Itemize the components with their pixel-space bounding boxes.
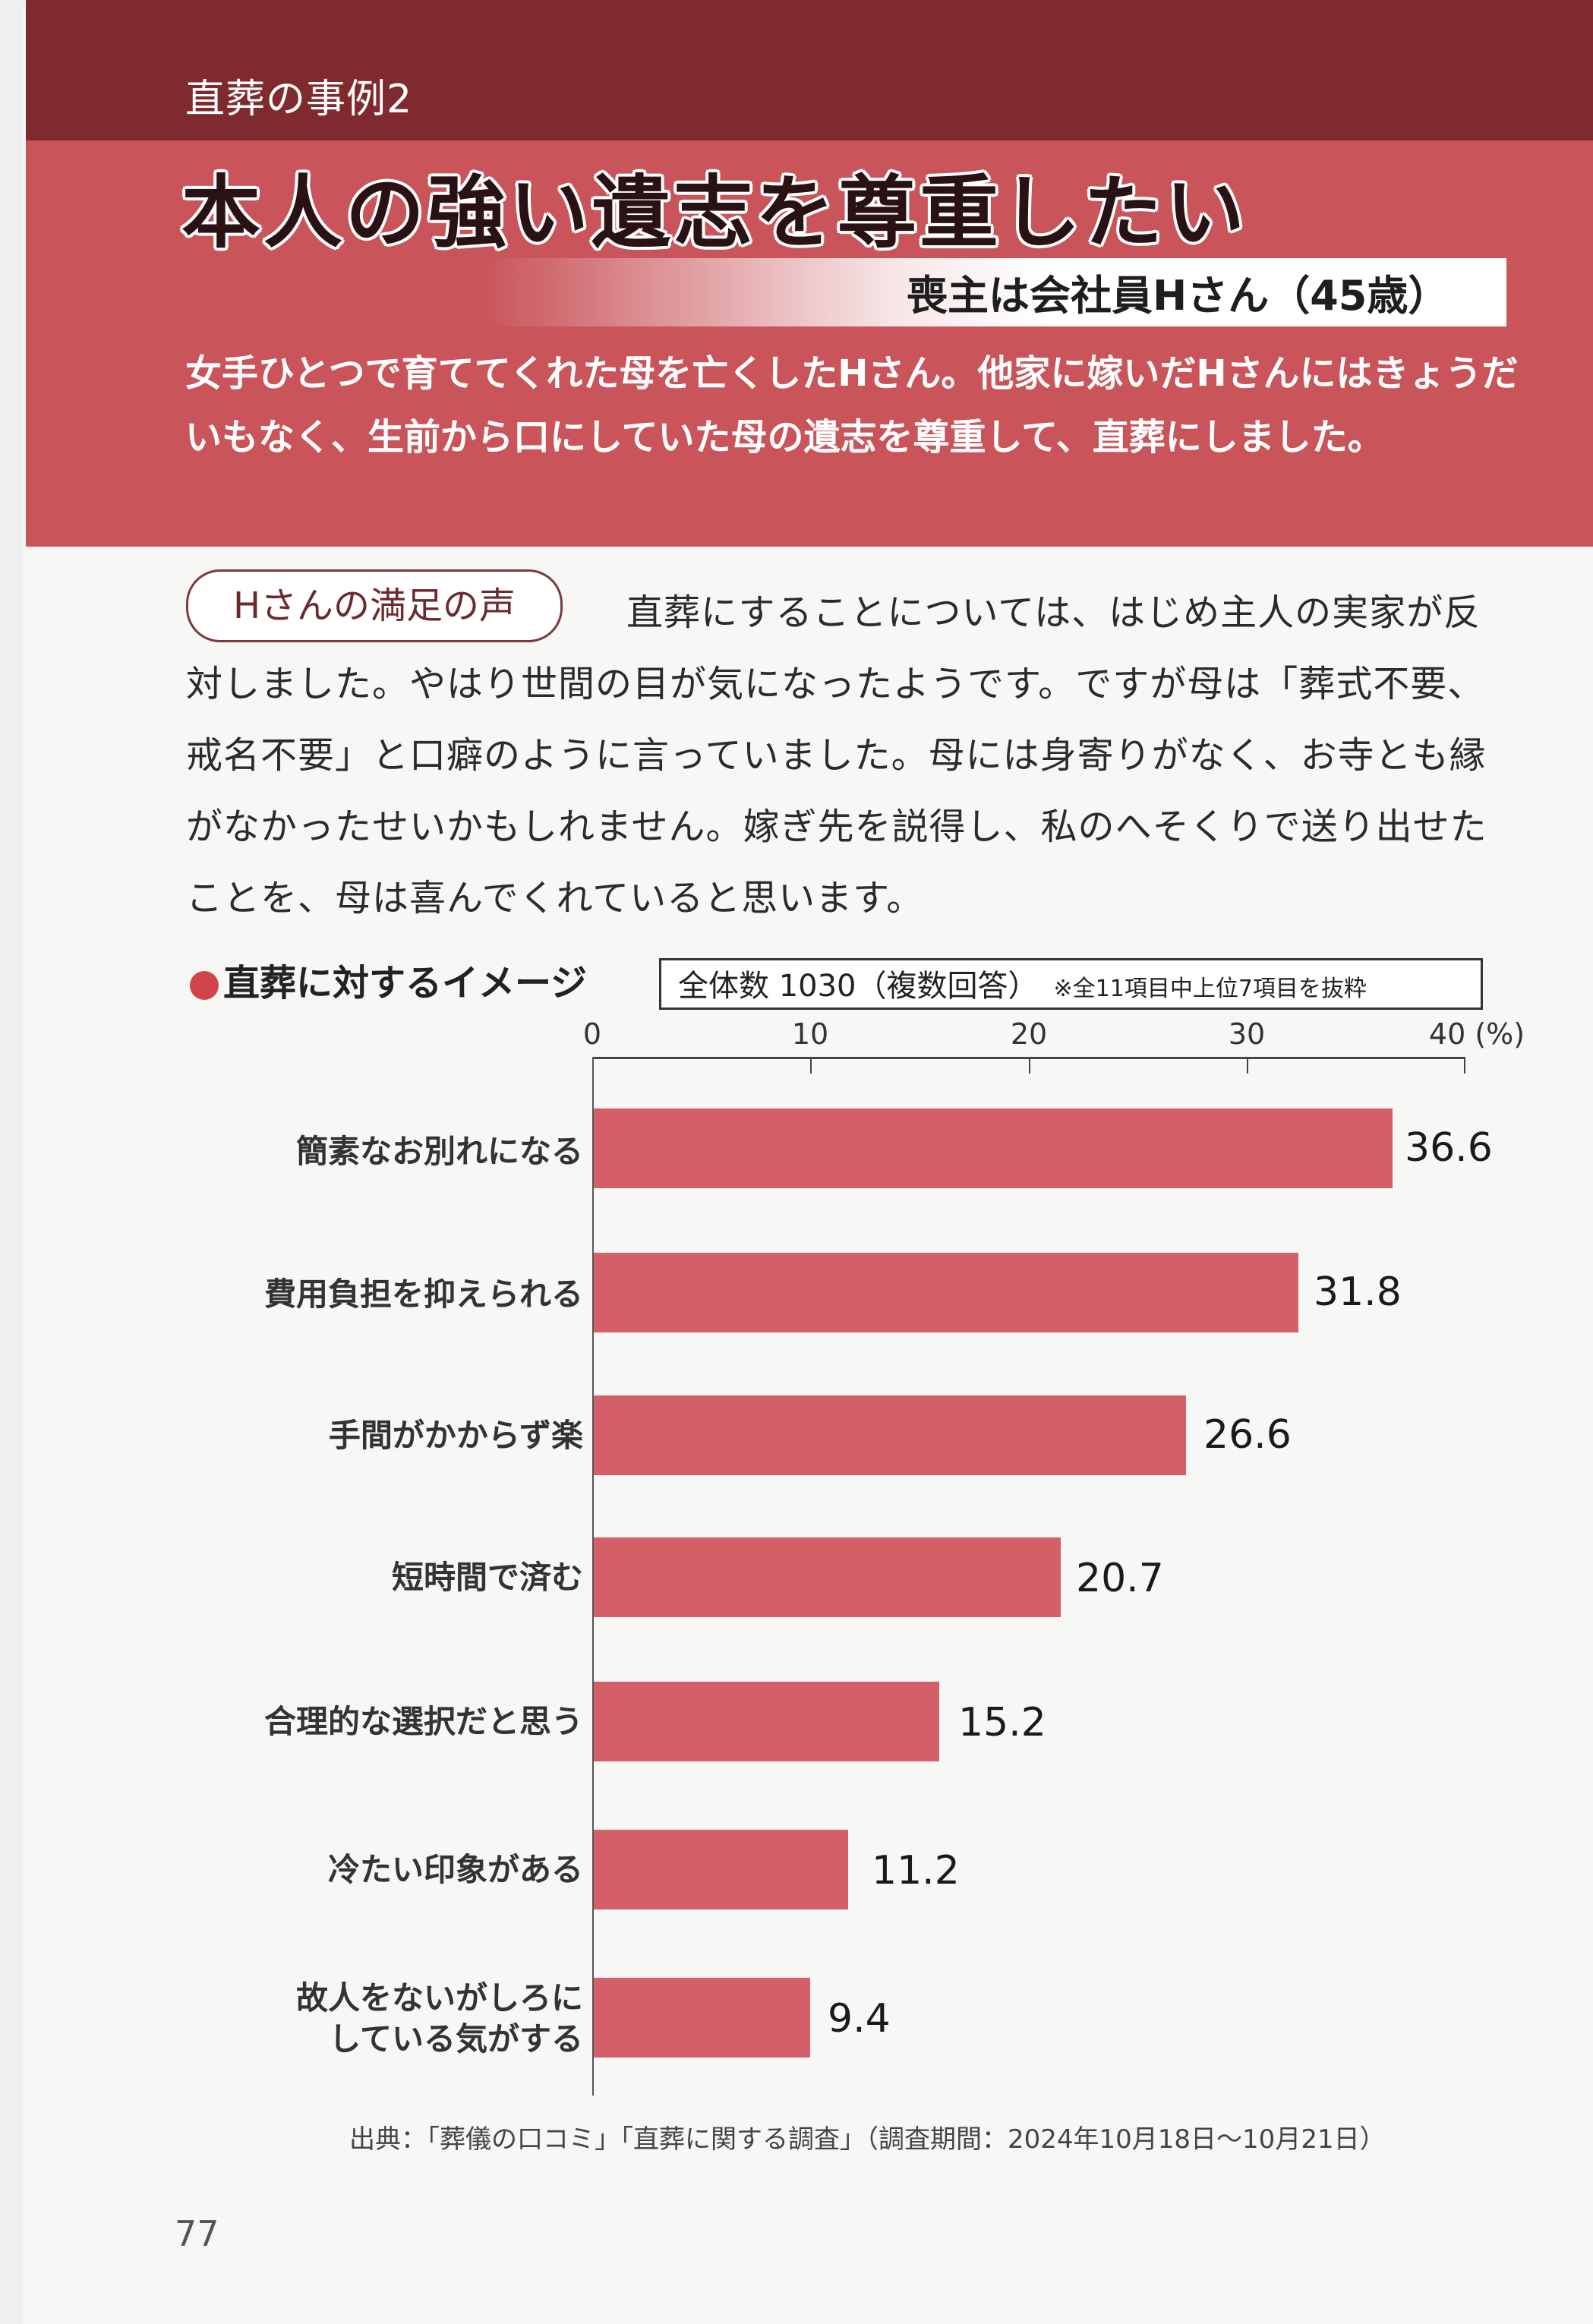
- chart-source: 出典：「葬儀の口コミ」「直葬に関する調査」（調査期間：2024年10月18日〜1…: [349, 2124, 1386, 2155]
- header-band: 直葬の事例2 本人の強い遺志を尊重したい 喪主は会社員Hさん（45歳） 女手ひと…: [26, 0, 1593, 547]
- chart-title: 直葬に対するイメージ: [223, 962, 588, 1004]
- bar-value: 36.6: [1405, 1125, 1493, 1171]
- page-subtitle: 喪主は会社員Hさん（45歳）: [907, 272, 1449, 320]
- chart-note-box: 全体数 1030（複数回答） ※全11項目中上位7項目を抜粋: [659, 958, 1483, 1010]
- bar-value: 31.8: [1314, 1269, 1402, 1315]
- axis-tick-label: 30: [1228, 1017, 1266, 1051]
- bar-label: 合理的な選択だと思う: [263, 1703, 583, 1740]
- voice-text: 直葬にすることについては、はじめ主人の実家が反対しました。やはり世間の目が気にな…: [186, 591, 1487, 919]
- voice-badge: Hさんの満足の声: [186, 569, 563, 642]
- bar: [594, 1395, 1186, 1475]
- bar-label: 簡素なお別れになる: [295, 1133, 583, 1170]
- page-number: 77: [175, 2213, 219, 2254]
- bar-value: 20.7: [1076, 1556, 1164, 1601]
- case-kicker: 直葬の事例2: [185, 77, 413, 122]
- axis-tick-label: 0: [582, 1017, 602, 1051]
- bar-value: 15.2: [958, 1700, 1046, 1745]
- chart-note-small: ※全11項目中上位7項目を抜粋: [1053, 976, 1367, 1002]
- axis-tick-label: 20: [1010, 1017, 1048, 1051]
- bar-value: 26.6: [1203, 1412, 1292, 1458]
- axis-tick-label: 40 (%): [1428, 1017, 1525, 1051]
- bullet-dot-icon: [190, 971, 219, 1000]
- bar: [594, 1253, 1298, 1332]
- bar-label: 手間がかからず楽: [328, 1417, 583, 1454]
- bar-label: 冷たい印象がある: [327, 1851, 583, 1888]
- page-title: 本人の強い遺志を尊重したい: [181, 166, 1248, 259]
- bar: [594, 1978, 810, 2058]
- bar: [594, 1682, 939, 1761]
- axis-tick-label: 10: [791, 1017, 829, 1051]
- bar-value: 9.4: [828, 1996, 891, 2042]
- bar-label: 短時間で済む: [391, 1559, 583, 1596]
- axis-tick: [1464, 1057, 1465, 1074]
- bar: [594, 1830, 848, 1909]
- lede-text: 女手ひとつで育ててくれた母を亡くしたHさん。他家に嫁いだHさんにはきょうだいもな…: [185, 352, 1519, 459]
- bar: [594, 1537, 1061, 1617]
- bar-label: 費用負担を抑えられる: [263, 1276, 583, 1313]
- bar-label: 故人をないがしろに している気がする: [295, 1979, 583, 2058]
- bar-value: 11.2: [872, 1848, 960, 1894]
- y-axis: [592, 1057, 594, 2095]
- chart-heading: 直葬に対するイメージ: [190, 953, 587, 1006]
- axis-tick: [810, 1057, 812, 1074]
- bar: [594, 1108, 1393, 1188]
- chart-note-main: 全体数 1030（複数回答）: [678, 969, 1039, 1004]
- header-dark-band: [26, 0, 1593, 140]
- axis-tick: [1247, 1057, 1248, 1074]
- subtitle-band: [481, 258, 1506, 326]
- axis-tick: [1029, 1057, 1030, 1074]
